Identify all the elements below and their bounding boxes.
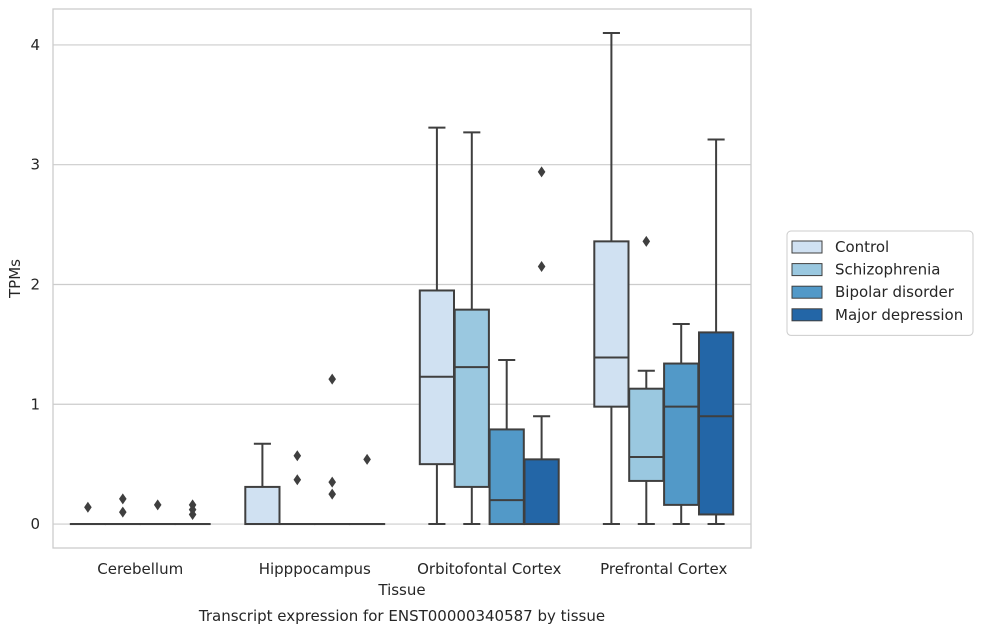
x-tick-labels: Cerebellum Hipppocampus Orbitofontal Corte… (97, 560, 727, 578)
outlier-point (293, 474, 302, 486)
chart-caption: Transcript expression for ENST0000034058… (198, 607, 605, 625)
x-tick-label: Orbitofontal Cortex (417, 560, 561, 578)
box-plot (348, 453, 386, 526)
legend-label: Major depression (835, 306, 963, 324)
x-axis-label: Tissue (377, 581, 425, 599)
outlier-point (642, 235, 651, 247)
legend-label: Control (835, 238, 889, 256)
box (628, 387, 665, 482)
legend-frame (786, 230, 974, 336)
outlier-point (84, 501, 92, 513)
outlier-point (537, 261, 546, 273)
box-plot (628, 235, 665, 526)
y-tick-label: 1 (30, 395, 40, 413)
box-plot (279, 450, 316, 526)
box-plot (139, 499, 176, 526)
box-plot (488, 358, 525, 526)
legend-swatch (791, 285, 823, 299)
box-plot (523, 166, 560, 526)
box (244, 485, 281, 526)
box-plot (663, 323, 700, 526)
outlier-point (119, 493, 127, 505)
y-tick-label: 2 (30, 275, 40, 293)
outlier-point (328, 476, 336, 488)
box (523, 458, 560, 526)
legend-swatch (791, 308, 823, 322)
outlier-point (328, 373, 336, 385)
y-tick-labels: 0 1 2 3 4 (30, 36, 40, 533)
x-tick-label: Prefrontal Cortex (600, 560, 727, 578)
box-plot (244, 442, 281, 526)
outlier-point (153, 499, 162, 511)
legend-swatch (791, 263, 823, 277)
outlier-point (363, 453, 371, 465)
box-plot (418, 126, 456, 526)
outlier-point (188, 508, 197, 520)
box (488, 428, 525, 526)
box (697, 331, 735, 516)
legend-label: Schizophrenia (835, 261, 940, 279)
box (453, 308, 490, 488)
legend-label: Bipolar disorder (835, 283, 955, 301)
outlier-point (119, 506, 127, 518)
x-tick-label: Hipppocampus (259, 560, 371, 578)
box-plot (453, 131, 490, 526)
legend-swatch (791, 240, 823, 254)
box-plot (593, 31, 630, 526)
outlier-point (328, 488, 336, 500)
y-tick-label: 3 (30, 156, 40, 174)
box-plot (314, 373, 351, 526)
box (663, 362, 700, 506)
box (593, 240, 630, 408)
plot-frame (52, 8, 752, 549)
box-plots (69, 31, 735, 526)
legend: Control Schizophrenia Bipolar disorder Majo… (786, 230, 974, 336)
x-tick-label: Cerebellum (97, 560, 183, 578)
y-axis-label: TPMs (6, 259, 24, 299)
box-plot (697, 138, 735, 526)
box-plot (174, 499, 211, 526)
outlier-point (293, 450, 302, 462)
box-plot (104, 493, 141, 526)
y-tick-label: 4 (30, 36, 40, 54)
box-plot (69, 501, 107, 526)
outlier-point (537, 166, 546, 178)
y-tick-label: 0 (30, 515, 40, 533)
